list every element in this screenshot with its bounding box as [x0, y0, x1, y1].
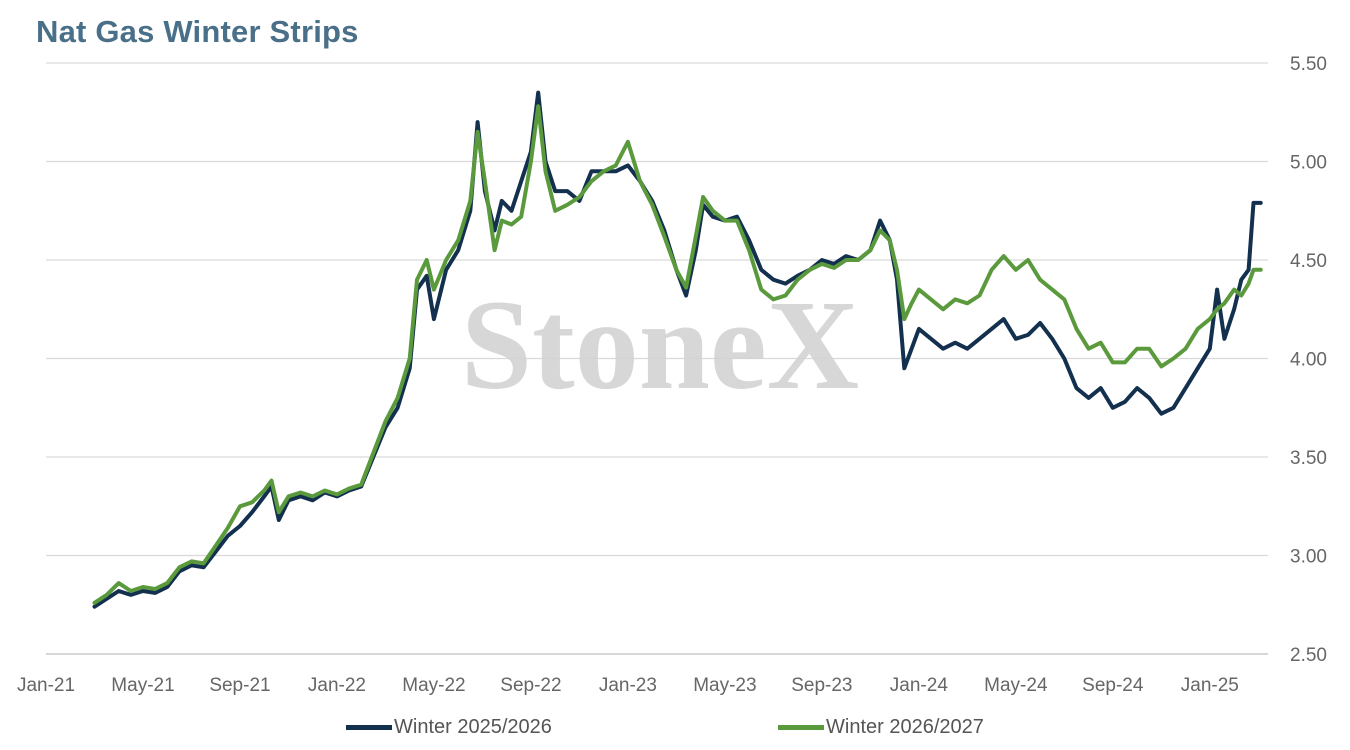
y-tick-label: 4.00	[1290, 350, 1327, 371]
x-tick-label: Sep-24	[1082, 675, 1144, 696]
y-tick-label: 5.00	[1290, 153, 1327, 174]
series-line-winter-2026-2027	[92, 104, 1263, 605]
y-tick-label: 2.50	[1290, 645, 1327, 666]
y-tick-label: 3.50	[1290, 448, 1327, 469]
y-axis-ticks: 2.50 3.00 3.50 4.00 4.50 5.00 5.50	[1290, 54, 1327, 666]
legend: Winter 2025/2026 Winter 2026/2027	[0, 716, 1350, 746]
x-tick-label: Jan-24	[890, 675, 949, 696]
x-tick-label: Jan-23	[599, 675, 657, 696]
x-tick-label: Jan-25	[1181, 675, 1239, 696]
x-tick-label: May-21	[111, 675, 174, 696]
gridlines	[46, 62, 1268, 655]
y-tick-label: 4.50	[1290, 251, 1327, 272]
legend-swatch	[346, 725, 392, 730]
x-axis-ticks: Jan-21 May-21 Sep-21 Jan-22 May-22 Sep-22 Jan-…	[17, 675, 1239, 696]
x-tick-label: Jan-21	[17, 675, 75, 696]
watermark: StoneX	[461, 274, 859, 416]
legend-swatch	[778, 725, 824, 730]
chart-title: Nat Gas Winter Strips	[36, 14, 359, 49]
legend-item-winter-2026-2027: Winter 2026/2027	[778, 716, 984, 739]
x-tick-label: Sep-23	[791, 675, 852, 696]
x-tick-label: Sep-21	[209, 675, 270, 696]
x-tick-label: May-24	[984, 675, 1048, 696]
x-tick-label: May-23	[693, 675, 756, 696]
x-tick-label: May-22	[402, 675, 465, 696]
y-tick-label: 3.00	[1290, 547, 1327, 568]
y-tick-label: 5.50	[1290, 54, 1327, 75]
legend-item-winter-2025-2026: Winter 2025/2026	[346, 716, 552, 739]
legend-label: Winter 2025/2026	[394, 716, 552, 738]
legend-label: Winter 2026/2027	[826, 716, 984, 738]
x-tick-label: Sep-22	[500, 675, 561, 696]
x-tick-label: Jan-22	[308, 675, 366, 696]
series-lines	[92, 90, 1263, 609]
